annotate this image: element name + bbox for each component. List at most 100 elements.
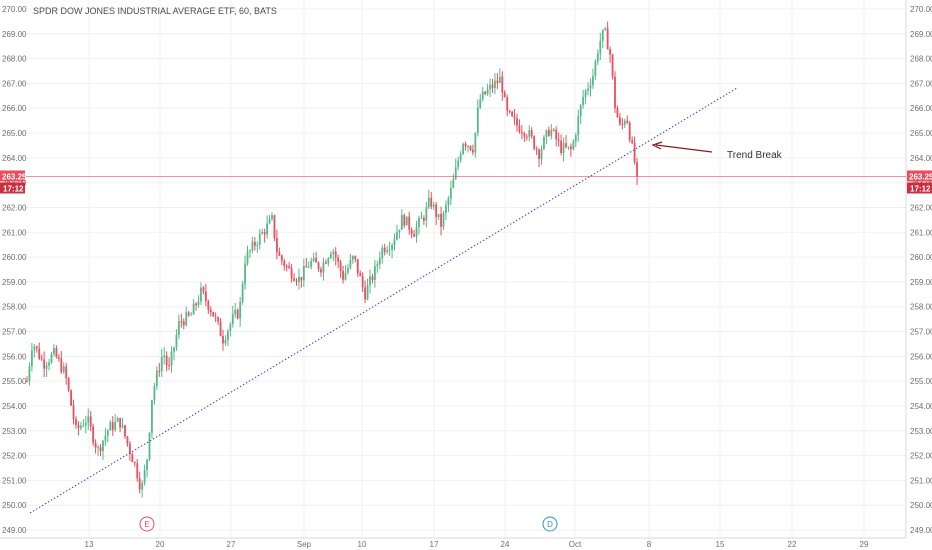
countdown-badge-right [907,182,932,194]
candle-body [459,153,462,161]
candle-body [604,28,607,30]
y-tick-label-left: 261.00 [2,228,27,237]
candle-body [53,348,55,355]
y-tick-label-right: 267.00 [910,79,932,88]
candle-body [359,273,362,277]
candle-body [457,160,460,168]
y-tick-label-left: 260.00 [2,253,27,262]
candle-body [418,218,420,227]
x-tick-label: Sep [297,540,312,549]
candle-body [469,146,472,150]
candle-body [224,339,227,344]
candle-body [462,143,464,154]
candle-body [337,257,340,262]
candle-body [481,91,484,100]
y-tick-label-right: 270.00 [910,5,932,14]
candles [26,21,638,498]
candle-body [153,386,156,401]
candle-body [209,309,212,313]
candle-body [378,258,381,265]
event-marker-E [139,516,155,532]
candle-body [320,269,322,273]
candle-body [192,303,195,315]
y-tick-label-left: 253.00 [2,427,27,436]
candle-body [229,324,232,332]
y-tick-label-left: 269.00 [2,30,27,39]
candle-body [614,76,616,109]
candle-body [334,251,337,258]
candle-body [293,278,295,281]
candle-body [119,418,121,428]
y-tick-label-right: 262.00 [910,203,932,212]
y-tick-label-right: 261.00 [910,228,932,237]
candle-body [163,355,166,357]
price-badge-label-left: 263.25 [2,172,27,181]
candle-body [518,125,521,133]
candle-body [236,309,239,319]
y-tick-label-right: 257.00 [910,328,932,337]
candle-body [26,381,28,383]
candle-body [136,463,139,479]
candle-body [408,216,411,230]
candle-body [62,366,65,372]
trend-line-layer: Trend Break [29,87,783,514]
candle-body [398,229,401,233]
candle-body [170,351,173,366]
candle-body [565,143,567,147]
candle-body [241,284,244,302]
candle-body [106,430,109,436]
candle-body [180,321,183,323]
candle-body [212,312,215,317]
candle-body [599,40,602,54]
candle-body [454,167,457,180]
candle-body [82,425,85,427]
candle-body [508,110,511,112]
candle-body [285,266,288,268]
grid [0,0,906,538]
candle-body [72,405,75,419]
y-tick-label-left: 255.00 [2,377,27,386]
candle-body [121,425,124,428]
candle-body [222,336,224,344]
x-tick-label: 10 [358,540,367,549]
candle-body [437,213,440,217]
candle-body [256,244,259,246]
candle-body [464,143,467,147]
candle-body [440,213,442,227]
candle-body [45,365,48,369]
candle-body [87,416,90,423]
y-tick-label-left: 250.00 [2,501,27,510]
trend-line [29,87,738,514]
candle-body [619,117,621,124]
price-badge-left [0,170,25,182]
candle-body [552,129,555,131]
candle-body [486,89,489,95]
candle-body [361,276,364,288]
candle-body [57,357,60,359]
y-tick-label-left: 265.00 [2,129,27,138]
y-tick-label-left: 254.00 [2,402,27,411]
y-tick-label-left: 249.00 [2,526,27,535]
candle-body [168,365,170,367]
y-tick-label-left: 267.00 [2,79,27,88]
candle-body [310,260,313,267]
candle-body [131,453,134,463]
candle-body [207,301,210,310]
event-marker-label-E: E [144,520,149,529]
price-badge-label-right: 263.25 [909,172,932,181]
candle-body [65,366,68,379]
y-tick-label-left: 251.00 [2,476,27,485]
candle-body [325,262,327,264]
candle-body [547,130,550,136]
candle-body [371,276,374,281]
chart-title: SPDR DOW JONES INDUSTRIAL AVERAGE ETF, 6… [33,6,277,16]
candle-body [288,266,291,269]
y-tick-label-left: 262.00 [2,203,27,212]
candle-body [574,135,577,142]
candle-body [249,250,251,252]
candle-body [317,262,320,270]
candle-body [366,285,369,300]
y-tick-label-left: 258.00 [2,303,27,312]
candle-body [435,204,438,217]
candle-body [513,116,516,119]
